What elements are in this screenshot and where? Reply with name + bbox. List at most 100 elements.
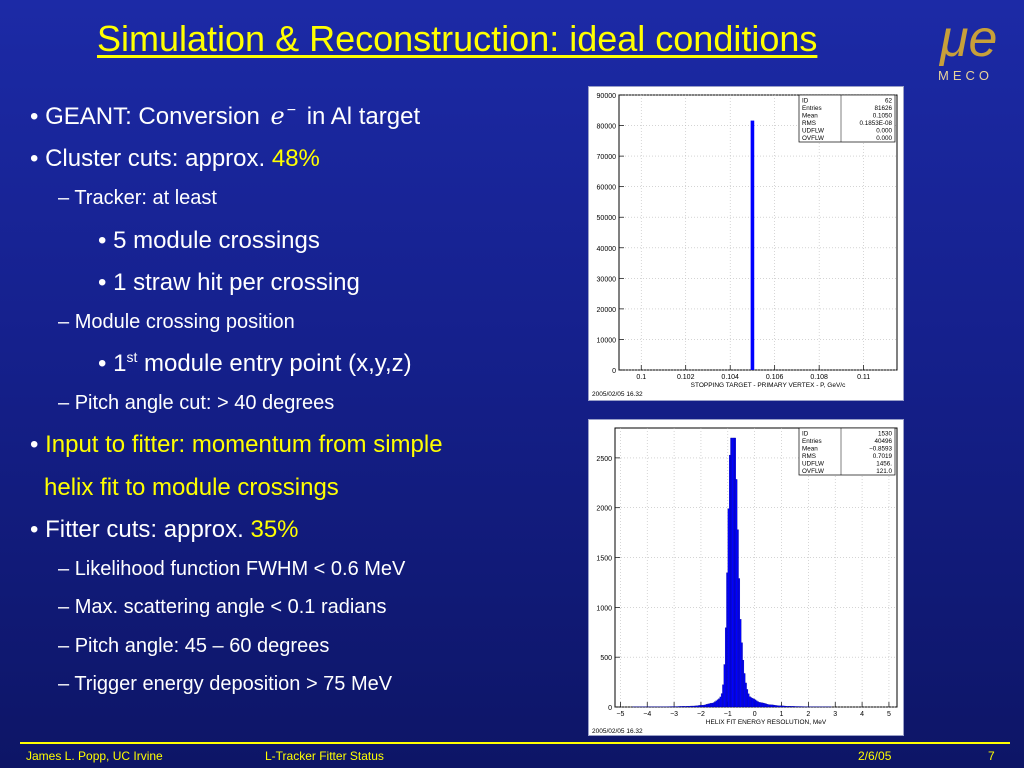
histogram-bin [686, 706, 688, 708]
histogram-bin [682, 706, 684, 708]
histogram-bin [741, 642, 743, 708]
bullet-text: Trigger energy deposition > 75 MeV [74, 673, 393, 695]
bullet-marker: – [58, 187, 75, 209]
superscript: st [126, 349, 138, 365]
x-tick-label: 0.104 [721, 374, 739, 381]
footer-date: 2/6/05 [858, 749, 892, 763]
bullet-marker: – [58, 596, 75, 618]
stopping-target-histogram: 0 10000 20000 30000 40000 50000 60000 70000 8000… [592, 93, 898, 398]
stats-key: RMS [802, 453, 816, 460]
bullet-text: Pitch angle cut: > 40 degrees [74, 392, 335, 414]
bullet-highlight: 48% [271, 145, 320, 172]
histogram-bin [788, 706, 790, 708]
y-tick-label: 500 [600, 655, 612, 662]
histogram-bin [792, 706, 794, 708]
x-tick-label: 0.11 [857, 374, 870, 381]
stats-key: OVFLW [802, 468, 824, 475]
histogram-bin [696, 705, 699, 708]
stats-key: Mean [802, 446, 818, 453]
x-tick-label: −2 [697, 711, 705, 718]
x-tick-label: 1 [780, 711, 784, 718]
chart-panel-top: 0 10000 20000 30000 40000 50000 60000 70000 8000… [588, 86, 904, 401]
histogram-bin [753, 698, 755, 708]
histogram-bin [699, 705, 702, 708]
histogram-bin [711, 702, 714, 708]
y-tick-label: 1000 [596, 605, 612, 612]
bullet-marker: • [98, 350, 114, 377]
bullet-level2: – Likelihood function FWHM < 0.6 MeV [58, 558, 405, 581]
histogram-bin [766, 704, 769, 708]
histogram-bin [698, 705, 700, 708]
y-tick-label: 2500 [596, 456, 612, 463]
x-tick-label: 4 [860, 711, 864, 718]
energy-resolution-histogram: 0 500 1000 1500 2000 2500 −5 −4 −3 −2 −1 0 1 2 3 4 5 HELI… [592, 427, 898, 735]
bullet-marker: • [30, 103, 46, 130]
histogram-bin [710, 703, 712, 708]
histogram-bin [773, 704, 775, 708]
x-tick-label: 0.106 [766, 374, 784, 381]
histogram-bin [781, 705, 783, 708]
x-tick-label: −4 [643, 711, 651, 718]
histogram-bin [796, 706, 798, 708]
histogram-bin [757, 701, 759, 708]
histogram-bin [785, 706, 788, 708]
histogram-bin [714, 701, 716, 708]
x-tick-label: 0.108 [810, 374, 828, 381]
bullet-highlight: 35% [250, 516, 299, 543]
histogram-bin [793, 706, 796, 708]
stats-value: 1530 [878, 431, 893, 438]
histogram-bin [724, 627, 727, 708]
histogram-bin [727, 508, 730, 708]
bullet-marker: – [58, 311, 75, 333]
histogram-bin [708, 703, 711, 708]
electron-charge: − [286, 102, 297, 119]
histogram-bin [700, 705, 703, 708]
stats-box [798, 94, 896, 143]
bullet-marker: – [58, 673, 75, 695]
logo-glyph: μe [938, 10, 997, 68]
histogram-bin [759, 702, 762, 708]
bullet-text: Max. scattering angle < 0.1 radians [74, 596, 387, 618]
histogram-bin [797, 706, 800, 708]
bullet-level1: • Cluster cuts: approx. 48% [30, 145, 320, 173]
bullet-marker: • [30, 516, 46, 543]
histogram-bin [750, 697, 753, 708]
stats-key: UDFLW [802, 461, 824, 468]
stats-value: 40496 [874, 438, 892, 445]
bullet-level1: • Fitter cuts: approx. 35% [30, 516, 299, 544]
bullet-highlight: Input to fitter: momentum from simple [45, 431, 443, 458]
histogram-bin [782, 705, 785, 708]
bullet-level2: – Max. scattering angle < 0.1 radians [58, 596, 387, 619]
meco-logo: μe MECO [938, 10, 997, 83]
chart-timestamp: 2005/02/05 16.32 [592, 391, 643, 398]
bullet-text: 1 straw hit per crossing [113, 269, 360, 296]
stats-box [798, 427, 896, 476]
stats-value: 62 [885, 98, 893, 105]
histogram-bin [703, 704, 706, 708]
bullet-text: 1 [113, 350, 127, 377]
y-tick-label: 80000 [597, 124, 617, 131]
stats-value: 0.000 [876, 135, 892, 142]
histogram-bin [762, 702, 765, 708]
y-tick-label: 2000 [596, 506, 612, 513]
bullet-level1: helix fit to module crossings [44, 474, 339, 502]
x-tick-label: 0.1 [636, 374, 646, 381]
bullet-level2: – Pitch angle cut: > 40 degrees [58, 392, 334, 415]
histogram-bin [715, 700, 718, 708]
histogram-bin [745, 682, 747, 708]
stats-value: 0.000 [876, 128, 892, 135]
bullet-text: module entry point (x,y,z) [137, 350, 412, 377]
histogram-bin [702, 705, 704, 708]
histogram-bin [789, 706, 792, 708]
stats-key: RMS [802, 120, 816, 127]
stats-key: ID [802, 98, 809, 105]
histogram-bin [765, 703, 767, 708]
histogram-bin [733, 437, 735, 708]
logo-text: MECO [938, 68, 993, 83]
y-tick-label: 0 [612, 368, 616, 375]
histogram-bin [758, 702, 761, 708]
histogram-bin [770, 704, 773, 708]
x-axis-label: STOPPING TARGET - PRIMARY VERTEX - P, Ge… [691, 382, 846, 389]
histogram-bin [777, 705, 779, 708]
bullet-marker: • [98, 269, 114, 296]
